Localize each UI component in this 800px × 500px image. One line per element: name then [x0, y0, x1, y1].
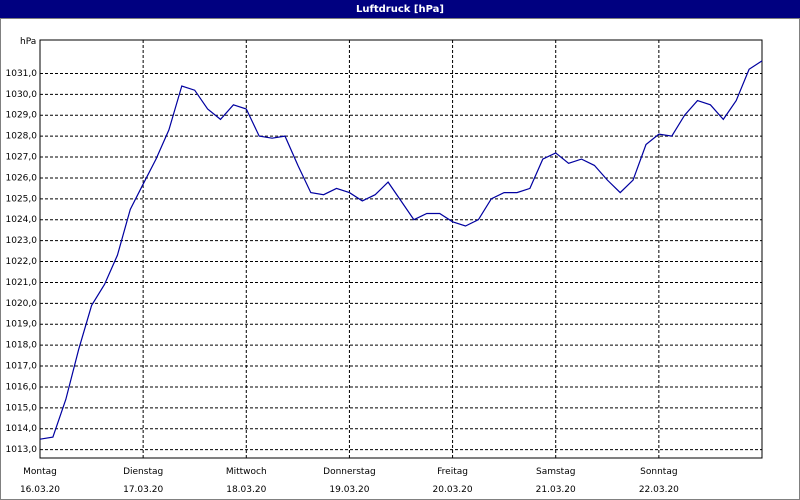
line	[39, 60, 763, 440]
y-axis-label: hPa	[20, 37, 36, 47]
x-tick-date: 18.03.20	[226, 485, 266, 495]
y-tick-label: 1026,0	[6, 173, 38, 183]
y-tick-label: 1014,0	[6, 424, 38, 434]
y-tick-label: 1016,0	[6, 382, 38, 392]
y-tick-label: 1017,0	[6, 362, 38, 372]
y-tick-label: 1020,0	[6, 299, 38, 309]
y-tick-label: 1024,0	[6, 215, 38, 225]
y-tick-label: 1018,0	[6, 341, 38, 351]
x-tick-label: Samstag	[536, 467, 575, 477]
x-tick-date: 22.03.20	[639, 485, 679, 495]
x-tick-date: 17.03.20	[123, 485, 163, 495]
y-tick-label: 1028,0	[6, 132, 38, 142]
y-tick-label: 1029,0	[6, 111, 38, 121]
y-tick-label: 1031,0	[6, 69, 38, 79]
x-tick-label: Montag	[23, 467, 57, 477]
y-tick-label: 1025,0	[6, 194, 38, 204]
y-tick-label: 1030,0	[6, 90, 38, 100]
x-tick-label: Freitag	[437, 467, 468, 477]
plot-border	[39, 39, 763, 459]
y-tick-label: 1021,0	[6, 278, 38, 288]
x-tick-date: 20.03.20	[433, 485, 473, 495]
x-tick-label: Sonntag	[640, 467, 677, 477]
x-tick-label: Mittwoch	[226, 467, 267, 477]
y-tick-label: 1023,0	[6, 236, 38, 246]
x-tick-label: Donnerstag	[323, 467, 376, 477]
x-tick-label: Dienstag	[123, 467, 163, 477]
y-tick-label: 1027,0	[6, 153, 38, 163]
y-tick-label: 1019,0	[6, 320, 38, 330]
x-tick-date: 16.03.20	[20, 485, 60, 495]
y-tick-label: 1015,0	[6, 403, 38, 413]
x-tick-date: 19.03.20	[329, 485, 369, 495]
plot-area	[40, 40, 762, 458]
chart-title: Luftdruck [hPa]	[356, 4, 444, 15]
y-tick-label: 1013,0	[6, 445, 38, 455]
x-tick-date: 21.03.20	[536, 485, 576, 495]
y-tick-label: 1022,0	[6, 257, 38, 267]
title-bar	[0, 0, 800, 18]
